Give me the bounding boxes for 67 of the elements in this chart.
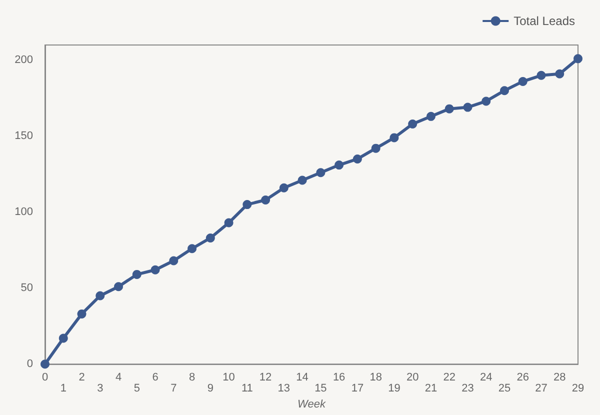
- x-tick-label: 13: [278, 382, 290, 395]
- point: [150, 265, 160, 274]
- point: [96, 291, 105, 300]
- point: [132, 270, 142, 279]
- point: [316, 168, 326, 178]
- x-tick-label: 3: [97, 382, 104, 395]
- point: [279, 183, 288, 192]
- point: [463, 102, 472, 112]
- x-tick-label: 8: [188, 372, 196, 384]
- x-tick-label: 5: [134, 382, 140, 395]
- point: [334, 160, 344, 170]
- x-tick-label: 7: [170, 382, 177, 395]
- x-tick-label: 23: [462, 382, 474, 395]
- x-tick-label: 21: [424, 382, 438, 395]
- y-tick-label: 50: [20, 282, 33, 294]
- point: [77, 309, 86, 318]
- y-tick-label: 0: [26, 358, 33, 370]
- point: [261, 195, 270, 204]
- point: [58, 334, 68, 343]
- point: [169, 256, 178, 266]
- point: [426, 112, 436, 121]
- x-tick-label: 12: [259, 372, 272, 384]
- x-tick-label: 24: [480, 372, 492, 384]
- x-tick-label: 1: [60, 382, 66, 395]
- x-tick-label: 0: [42, 372, 48, 384]
- y-tick-label: 100: [14, 206, 33, 218]
- x-tick-label: 22: [443, 372, 456, 384]
- point: [500, 86, 509, 96]
- x-tick-label: 20: [406, 372, 419, 384]
- point: [224, 218, 234, 228]
- x-tick-label: 27: [535, 382, 548, 395]
- point: [574, 54, 582, 64]
- x-tick-label: 14: [296, 372, 308, 384]
- y-tick-label: 150: [14, 130, 33, 142]
- point: [444, 104, 454, 114]
- x-tick-label: 11: [241, 382, 253, 395]
- point: [482, 96, 491, 106]
- point: [206, 233, 215, 242]
- x-tick-label: 26: [516, 372, 529, 384]
- x-tick-label: 28: [553, 372, 566, 384]
- x-tick-label: 29: [572, 382, 584, 395]
- x-tick-label: 17: [351, 382, 364, 395]
- x-tick-label: 2: [78, 372, 85, 384]
- point: [114, 282, 124, 292]
- x-tick-label: 16: [332, 372, 346, 384]
- point: [555, 69, 564, 78]
- x-tick-label: 19: [388, 382, 400, 395]
- point: [298, 176, 307, 185]
- point: [242, 200, 252, 210]
- x-tick-label: 4: [115, 372, 122, 384]
- x-tick-label: 6: [152, 372, 158, 384]
- point: [371, 144, 380, 153]
- point: [408, 120, 418, 129]
- legend-label: Total Leads: [514, 14, 576, 28]
- point: [518, 76, 528, 86]
- x-tick-label: 10: [222, 372, 235, 384]
- x-tick-label: 25: [498, 382, 511, 395]
- y-tick-label: 200: [14, 54, 33, 66]
- x-tick-label: 18: [370, 372, 382, 384]
- point: [188, 244, 197, 254]
- x-axis-title: Week: [298, 398, 326, 410]
- point: [352, 154, 362, 164]
- x-tick-label: 9: [207, 382, 214, 395]
- point: [536, 70, 546, 80]
- x-tick-label: 15: [314, 382, 327, 395]
- point: [40, 360, 50, 369]
- point: [390, 133, 399, 142]
